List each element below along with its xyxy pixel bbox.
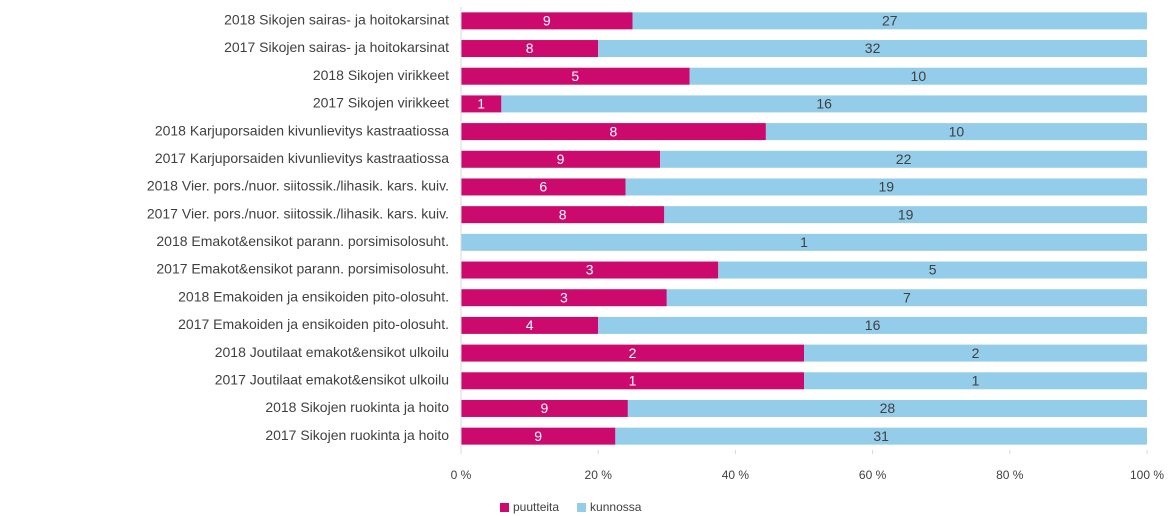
data-label: 5 <box>929 262 937 278</box>
data-label: 9 <box>534 428 542 444</box>
bar-segment <box>765 123 1147 141</box>
bar-segment <box>664 206 1147 224</box>
data-label: 1 <box>629 372 637 388</box>
bar-segment <box>461 233 1147 251</box>
bar-segment <box>632 12 1147 30</box>
data-label: 22 <box>896 151 912 167</box>
data-label: 2 <box>629 345 637 361</box>
bar-segment <box>461 289 667 307</box>
x-tick-label: 80 % <box>996 468 1024 482</box>
legend-swatch <box>577 503 587 512</box>
x-tick-label: 40 % <box>722 468 750 482</box>
data-label: 8 <box>526 40 534 56</box>
bar-segment <box>598 316 1147 334</box>
data-label: 9 <box>543 13 551 29</box>
y-tick-label: 2017 Karjuporsaiden kivunlievitys kastra… <box>155 150 449 166</box>
x-tick-label: 100 % <box>1130 468 1164 482</box>
data-label: 10 <box>911 68 927 84</box>
bar-segment <box>461 95 502 113</box>
bar-segment <box>461 427 616 445</box>
data-label: 31 <box>873 428 889 444</box>
bar-segment <box>804 344 1147 362</box>
bar-segment <box>689 67 1147 85</box>
y-tick-label: 2018 Sikojen virikkeet <box>313 67 449 83</box>
y-tick-label: 2017 Sikojen virikkeet <box>313 95 449 111</box>
y-tick-label: 2017 Sikojen sairas- ja hoitokarsinat <box>224 39 449 55</box>
bar-segment <box>461 150 661 168</box>
data-label: 1 <box>800 234 808 250</box>
data-label: 16 <box>865 317 881 333</box>
bar-segment <box>461 344 804 362</box>
bar-segment <box>461 178 626 196</box>
data-label: 16 <box>816 96 832 112</box>
bar-segment <box>461 12 633 30</box>
y-tick-label: 2018 Emakot&ensikot parann. porsimisolos… <box>156 233 449 249</box>
bar-segment <box>461 399 628 417</box>
y-tick-label: 2018 Vier. pors./nuor. siitossik./lihasi… <box>147 178 449 194</box>
bar-segment <box>615 427 1147 445</box>
bar-segment <box>718 261 1147 279</box>
bar-segment <box>461 123 766 141</box>
data-label: 19 <box>898 206 914 222</box>
bar-segment <box>501 95 1148 113</box>
y-tick-label: 2017 Joutilaat emakot&ensikot ulkoilu <box>215 371 449 387</box>
bar-segment <box>461 372 804 390</box>
bar-segment <box>461 206 665 224</box>
bar-segment <box>666 289 1147 307</box>
data-label: 7 <box>903 289 911 305</box>
x-tick-label: 20 % <box>585 468 613 482</box>
y-tick-label: 2017 Emakoiden ja ensikoiden pito-olosuh… <box>178 316 449 332</box>
legend-label: puutteita <box>513 500 559 514</box>
y-tick-label: 2018 Emakoiden ja ensikoiden pito-olosuh… <box>178 288 449 304</box>
bar-segment <box>598 40 1147 58</box>
legend-swatch <box>500 503 509 512</box>
data-label: 9 <box>541 400 549 416</box>
bar-segment <box>461 40 599 58</box>
data-label: 8 <box>610 123 618 139</box>
x-tick-label: 60 % <box>859 468 887 482</box>
data-label: 3 <box>560 289 568 305</box>
data-label: 27 <box>882 13 898 29</box>
data-label: 1 <box>972 372 980 388</box>
data-label: 1 <box>477 96 485 112</box>
bar-segment <box>625 178 1147 196</box>
x-tick-label: 0 % <box>451 468 472 482</box>
bar-segment <box>461 316 599 334</box>
bar-segment <box>660 150 1147 168</box>
bar-segment <box>461 261 719 279</box>
data-label: 5 <box>571 68 579 84</box>
data-label: 10 <box>949 123 965 139</box>
data-label: 9 <box>557 151 565 167</box>
data-label: 32 <box>865 40 881 56</box>
bar-segment <box>627 399 1147 417</box>
data-label: 3 <box>586 262 594 278</box>
data-label: 4 <box>526 317 534 333</box>
y-tick-label: 2018 Sikojen ruokinta ja hoito <box>265 399 449 415</box>
bar-segment <box>461 67 690 85</box>
y-tick-label: 2018 Sikojen sairas- ja hoitokarsinat <box>224 12 449 28</box>
bar-segment <box>804 372 1147 390</box>
y-tick-label: 2018 Joutilaat emakot&ensikot ulkoilu <box>215 344 449 360</box>
legend-label: kunnossa <box>590 500 642 514</box>
data-label: 28 <box>880 400 896 416</box>
data-label: 2 <box>972 345 980 361</box>
y-tick-label: 2017 Emakot&ensikot parann. porsimisolos… <box>156 261 449 277</box>
y-tick-label: 2017 Vier. pors./nuor. siitossik./lihasi… <box>147 205 449 221</box>
y-tick-label: 2018 Karjuporsaiden kivunlievitys kastra… <box>155 122 449 138</box>
data-label: 6 <box>539 179 547 195</box>
data-label: 19 <box>879 179 895 195</box>
data-label: 8 <box>559 206 567 222</box>
y-tick-label: 2017 Sikojen ruokinta ja hoito <box>265 427 449 443</box>
